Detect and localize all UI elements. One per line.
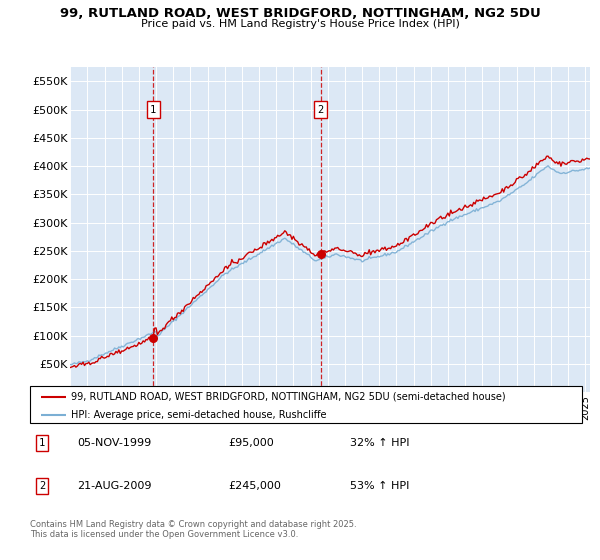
Text: 53% ↑ HPI: 53% ↑ HPI [350, 482, 410, 491]
Text: 1: 1 [39, 438, 45, 448]
Text: £245,000: £245,000 [229, 482, 281, 491]
Text: 1: 1 [150, 105, 156, 115]
Text: Contains HM Land Registry data © Crown copyright and database right 2025.
This d: Contains HM Land Registry data © Crown c… [30, 520, 356, 539]
Text: £95,000: £95,000 [229, 438, 274, 448]
Text: 99, RUTLAND ROAD, WEST BRIDGFORD, NOTTINGHAM, NG2 5DU (semi-detached house): 99, RUTLAND ROAD, WEST BRIDGFORD, NOTTIN… [71, 391, 506, 402]
Text: 21-AUG-2009: 21-AUG-2009 [77, 482, 151, 491]
Text: 2: 2 [317, 105, 323, 115]
Text: Price paid vs. HM Land Registry's House Price Index (HPI): Price paid vs. HM Land Registry's House … [140, 19, 460, 29]
Text: 32% ↑ HPI: 32% ↑ HPI [350, 438, 410, 448]
Text: 99, RUTLAND ROAD, WEST BRIDGFORD, NOTTINGHAM, NG2 5DU: 99, RUTLAND ROAD, WEST BRIDGFORD, NOTTIN… [59, 7, 541, 20]
Text: 05-NOV-1999: 05-NOV-1999 [77, 438, 151, 448]
Text: 2: 2 [39, 482, 45, 491]
Text: HPI: Average price, semi-detached house, Rushcliffe: HPI: Average price, semi-detached house,… [71, 410, 327, 420]
